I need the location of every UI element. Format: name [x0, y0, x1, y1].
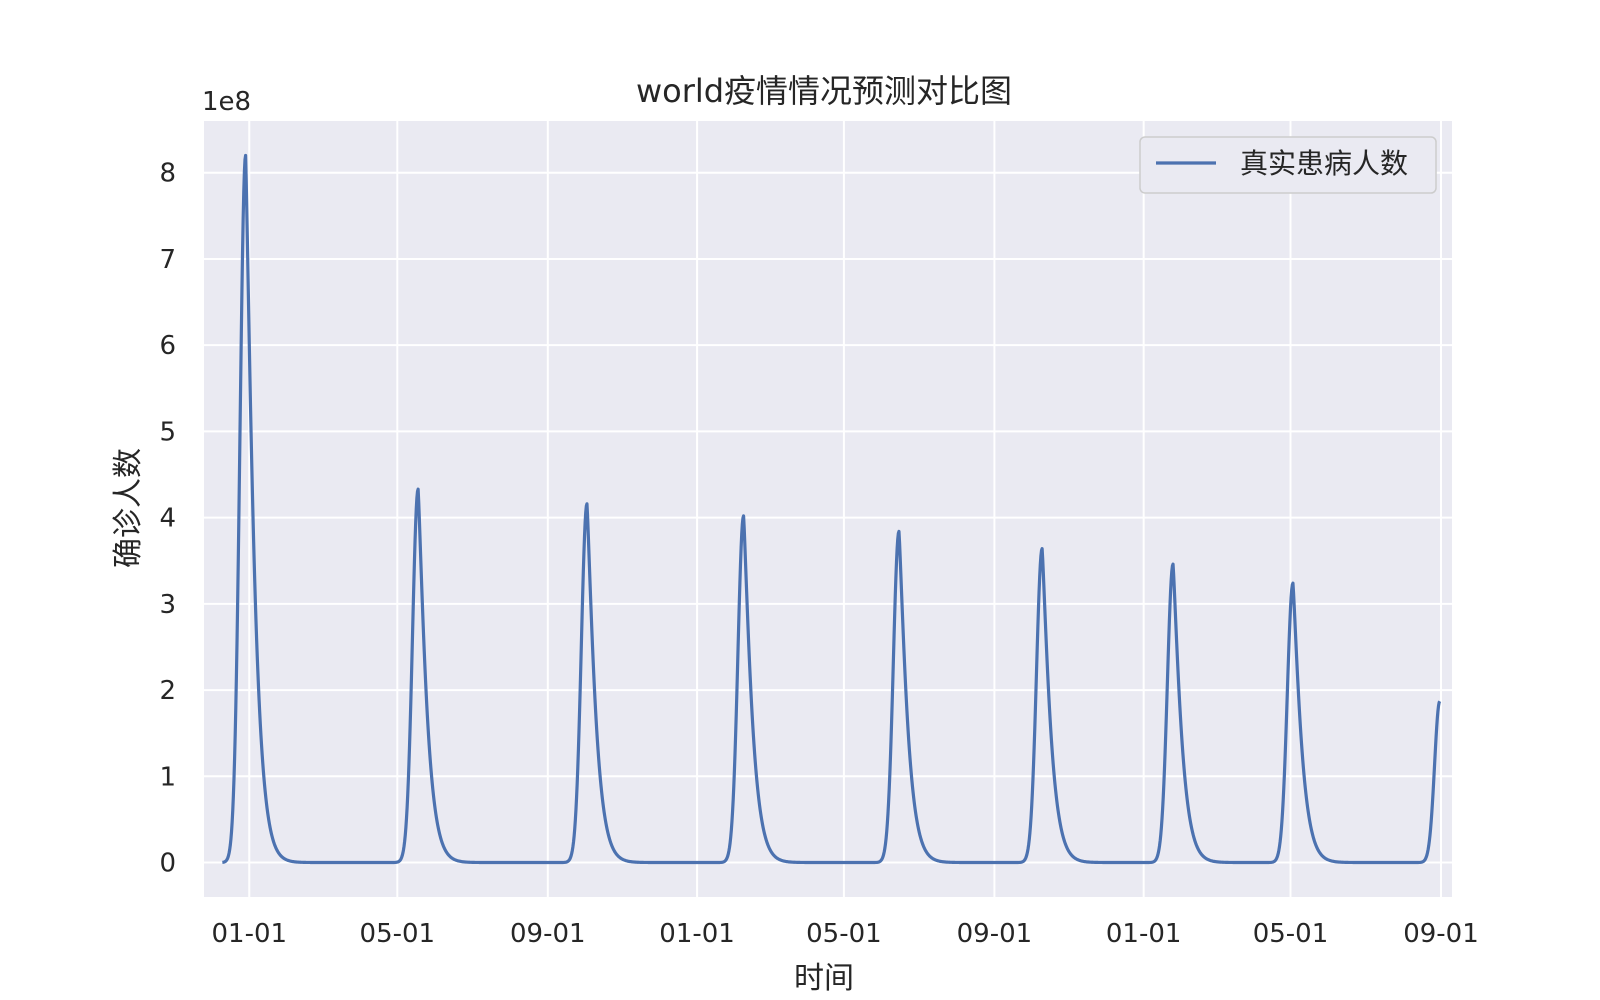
legend: 真实患病人数 — [1139, 136, 1437, 194]
x-tick-label: 05-01 — [360, 919, 436, 949]
x-tick-label: 01-01 — [659, 919, 735, 949]
x-tick-label: 01-01 — [1106, 919, 1182, 949]
x-tick-label: 09-01 — [957, 919, 1033, 949]
y-axis-label: 确诊人数 — [111, 448, 146, 568]
x-tick-labels: 01-01 05-01 09-01 01-01 05-01 09-01 01-01 05-01… — [211, 919, 1478, 949]
y-tick-label: 6 — [159, 331, 176, 361]
chart-title: world疫情情况预测对比图 — [636, 72, 1012, 110]
legend-box — [1139, 136, 1437, 194]
y-tick-label: 2 — [159, 676, 176, 706]
plot-background — [204, 121, 1452, 897]
y-tick-label: 3 — [159, 590, 176, 620]
series-line-confirmed — [221, 153, 1442, 865]
y-tick-label: 8 — [159, 159, 176, 189]
y-tick-label: 7 — [159, 245, 176, 275]
y-tick-label: 1 — [159, 762, 176, 792]
x-tick-label: 05-01 — [1253, 919, 1329, 949]
legend-label: 真实患病人数 — [1240, 147, 1408, 180]
x-tick-label: 09-01 — [1403, 919, 1479, 949]
x-tick-label: 01-01 — [211, 919, 287, 949]
y-tick-label: 5 — [159, 417, 176, 447]
y-scale-label: 1e8 — [202, 87, 251, 117]
y-tick-label: 0 — [159, 849, 176, 879]
grid — [204, 121, 1452, 897]
y-tick-label: 4 — [159, 504, 176, 534]
x-tick-label: 05-01 — [806, 919, 882, 949]
x-tick-label: 09-01 — [510, 919, 586, 949]
x-axis-label: 时间 — [794, 961, 854, 996]
y-tick-labels: 0 1 2 3 4 5 6 7 8 — [159, 159, 176, 879]
